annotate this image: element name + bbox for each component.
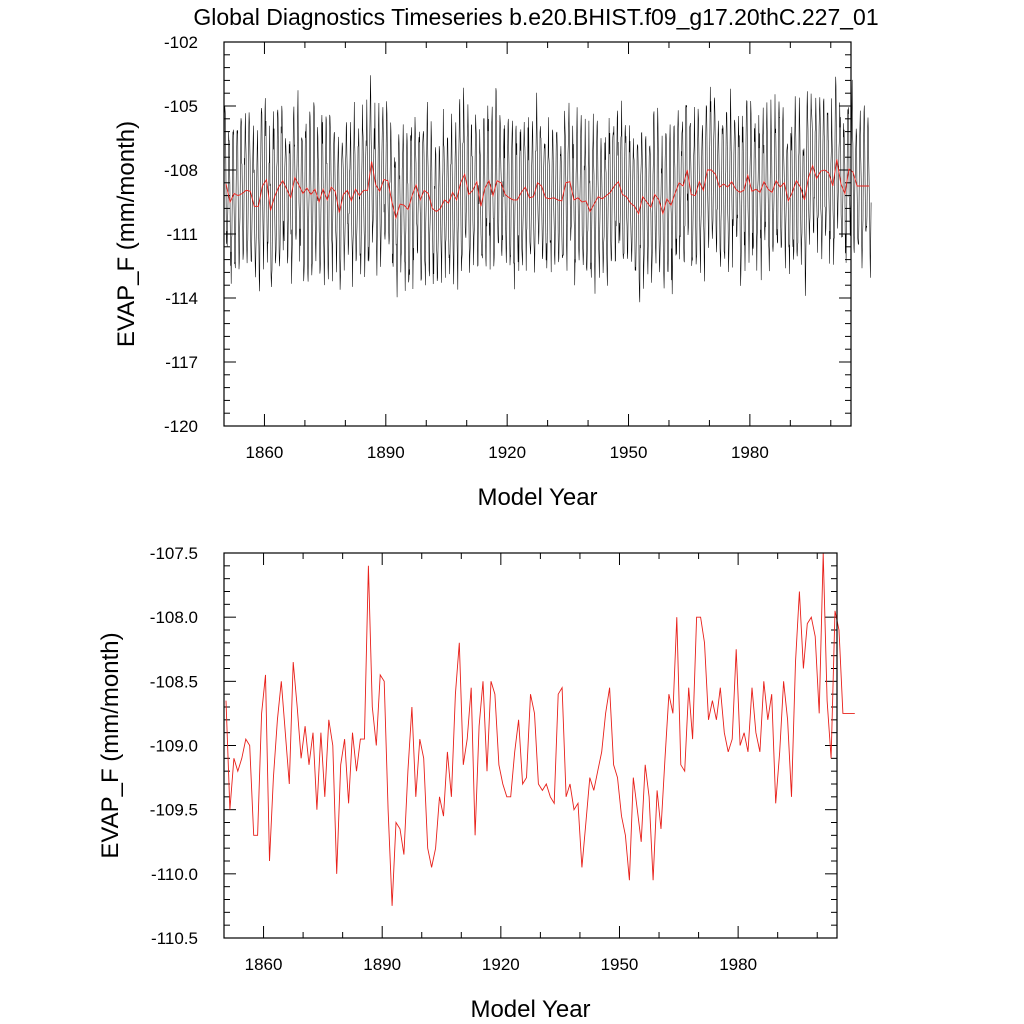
panel-monthly-series <box>223 75 872 303</box>
y-tick-label: -108.5 <box>150 672 198 691</box>
y-tick-label: -105 <box>164 97 198 116</box>
x-tick-label: 1980 <box>731 443 769 462</box>
x-tick-label: 1950 <box>601 955 639 974</box>
y-tick-label: -109.5 <box>150 801 198 820</box>
panel-annual-y-axis-label: EVAP_F (mm/month) <box>97 632 124 858</box>
panel-annual-x-axis-label: Model Year <box>470 996 590 1023</box>
panel-monthly-x-tick-labels: 1860 1890 1920 1950 1980 <box>246 443 769 462</box>
chart-title: Global Diagnostics Timeseries b.e20.BHIS… <box>193 4 878 30</box>
x-tick-label: 1860 <box>245 955 283 974</box>
x-tick-label: 1980 <box>719 955 757 974</box>
y-tick-label: -120 <box>164 417 198 436</box>
x-tick-label: 1860 <box>246 443 284 462</box>
y-tick-label: -110.5 <box>151 929 198 948</box>
y-tick-label: -109.0 <box>150 737 198 756</box>
panel-annual-frame <box>223 552 838 939</box>
y-tick-label: -110.0 <box>151 865 198 884</box>
panel-annual-series <box>225 552 855 906</box>
x-tick-label: 1890 <box>367 443 405 462</box>
panel-monthly-y-tick-labels: -120 -117 -114 -111 -108 -105 -102 <box>164 33 198 436</box>
panel-monthly: 1860 1890 1920 1950 1980 -120 -117 -114 -111 -10… <box>113 33 872 511</box>
panel-annual-y-tick-labels: -110.5 -110.0 -109.5 -109.0 -108.5 -108.0 -107… <box>150 544 198 948</box>
y-tick-label: -108 <box>164 161 198 180</box>
y-tick-label: -114 <box>165 289 198 308</box>
annual-mean-line <box>225 552 855 906</box>
panel-monthly-y-axis-label: EVAP_F (mm/month) <box>113 121 140 347</box>
panel-monthly-x-axis-label: Model Year <box>477 484 597 511</box>
panel-annual: 1860 1890 1920 1950 1980 -110.5-110.0-109.5-… <box>97 544 855 1023</box>
x-tick-label: 1920 <box>488 443 526 462</box>
y-tick-label: -102 <box>164 33 198 52</box>
x-tick-label: 1920 <box>482 955 520 974</box>
y-tick-label: -117 <box>165 353 198 372</box>
monthly-line <box>223 75 872 303</box>
y-tick-label: -111 <box>166 225 198 244</box>
panel-annual-x-tick-labels: 1860 1890 1920 1950 1980 <box>245 955 757 974</box>
panel-annual-ticks <box>223 552 837 939</box>
annual-mean-line-overlay <box>225 159 870 220</box>
y-tick-label: -108.0 <box>150 608 198 627</box>
y-tick-label: -107.5 <box>150 544 198 563</box>
x-tick-label: 1890 <box>363 955 401 974</box>
panel-monthly-frame <box>223 41 852 427</box>
x-tick-label: 1950 <box>610 443 648 462</box>
